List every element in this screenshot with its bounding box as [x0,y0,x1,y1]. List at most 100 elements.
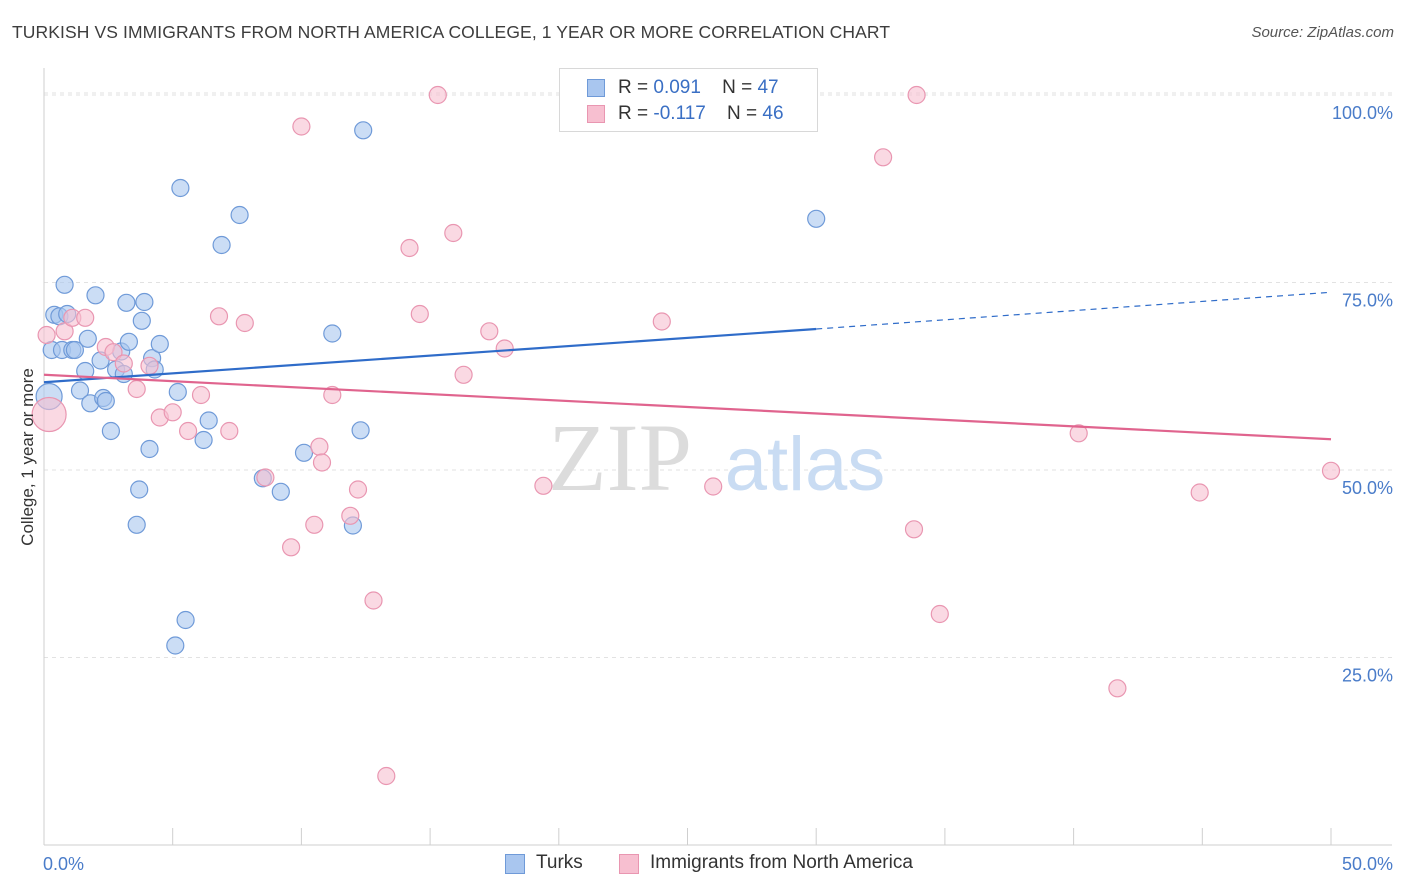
point-immigrants [235,313,254,333]
point-turks [354,121,373,140]
y-tick-label: 50.0% [1342,478,1393,498]
point-immigrants [179,421,198,441]
point-turks [65,340,85,360]
point-turks [96,391,115,411]
point-turks [150,334,169,354]
point-immigrants [191,385,211,405]
point-immigrants [76,308,95,327]
bottom-legend-swatch-turks [505,854,525,874]
point-immigrants [140,356,159,375]
point-turks [55,275,74,294]
point-immigrants [930,604,949,624]
y-tick-label: 25.0% [1342,666,1393,686]
point-immigrants [256,468,275,487]
point-immigrants [428,85,447,105]
tick-labels: 25.0% 50.0% 75.0% 100.0% 0.0% 50.0% [43,103,1393,874]
bottom-legend: Turks Immigrants from North America [0,852,1406,878]
point-immigrants [114,354,133,373]
point-turks [140,439,159,459]
source-label: Source: ZipAtlas.com [1251,24,1394,41]
point-immigrants [364,591,383,610]
trend-line-turks [43,327,817,384]
point-immigrants [444,223,463,243]
point-immigrants [127,379,146,399]
point-immigrants [873,148,893,167]
point-immigrants [1190,483,1209,502]
point-turks [101,421,121,441]
grid-lines [44,92,1392,658]
point-immigrants [704,477,723,496]
point-turks [166,636,185,655]
legend-r-label: R = [618,103,649,124]
point-immigrants [348,480,368,499]
point-immigrants [480,322,499,341]
point-turks [132,311,151,330]
legend-r-value: 0.091 [653,77,701,98]
legend-n-label: N = [722,77,753,98]
y-tick-label: 100.0% [1332,103,1393,123]
point-turks [119,332,138,351]
point-turks [230,205,249,225]
point-immigrants [907,85,926,105]
point-immigrants [220,421,239,441]
point-immigrants [534,476,553,495]
trend-line-immigrants [43,373,1332,441]
point-immigrants [1321,461,1341,480]
legend-swatch-turks [587,79,605,97]
point-immigrants [104,343,123,362]
point-turks [271,482,290,501]
legend-r-label: R = [618,77,649,98]
point-immigrants [163,403,182,422]
point-turks [351,421,370,440]
point-immigrants [37,325,56,345]
chart-title: TURKISH VS IMMIGRANTS FROM NORTH AMERICA… [12,22,891,42]
watermark-atlas: atlas [725,422,886,507]
trend-lines [43,291,1332,441]
y-axis-label: College, 1 year or more [18,368,37,546]
point-immigrants [341,506,360,525]
point-turks [127,515,146,534]
point-turks [176,610,195,630]
point-immigrants [31,396,67,433]
point-turks [294,443,314,462]
legend-n-value: 46 [762,103,784,124]
legend-swatch-immigrants [587,105,605,123]
point-turks [168,382,187,402]
legend: R = 0.091 N = 47 R = -0.117 N = 46 [559,68,818,132]
point-turks [199,411,218,430]
point-immigrants [55,322,74,341]
point-turks [78,329,97,348]
point-immigrants [454,365,473,384]
point-immigrants [1108,679,1127,698]
point-turks [212,235,231,255]
axes [43,68,1392,846]
point-immigrants [310,437,329,456]
point-immigrants [400,238,419,258]
bottom-legend-label-immigrants: Immigrants from North America [650,852,913,873]
legend-n-label: N = [726,103,758,124]
point-immigrants [904,520,924,539]
point-immigrants [312,453,332,472]
point-turks [135,292,154,312]
point-turks [194,430,213,450]
point-turks [86,286,105,305]
legend-n-value: 47 [757,77,779,98]
point-turks [323,324,342,343]
point-immigrants [282,538,301,557]
point-immigrants [292,117,311,136]
point-immigrants [1069,424,1088,443]
bottom-legend-swatch-immigrants [619,854,639,874]
watermark: ZIP atlas [548,404,885,511]
point-immigrants [495,339,514,358]
trend-line-turks-extension [816,291,1332,330]
point-turks [130,480,149,499]
point-immigrants [652,312,671,331]
watermark-zip: ZIP [548,404,692,511]
point-immigrants [209,307,229,326]
x-tick-label: 50.0% [1342,854,1393,874]
y-tick-label: 75.0% [1342,291,1393,311]
point-turks [171,178,190,198]
point-immigrants [410,304,429,324]
point-turks [807,209,826,228]
